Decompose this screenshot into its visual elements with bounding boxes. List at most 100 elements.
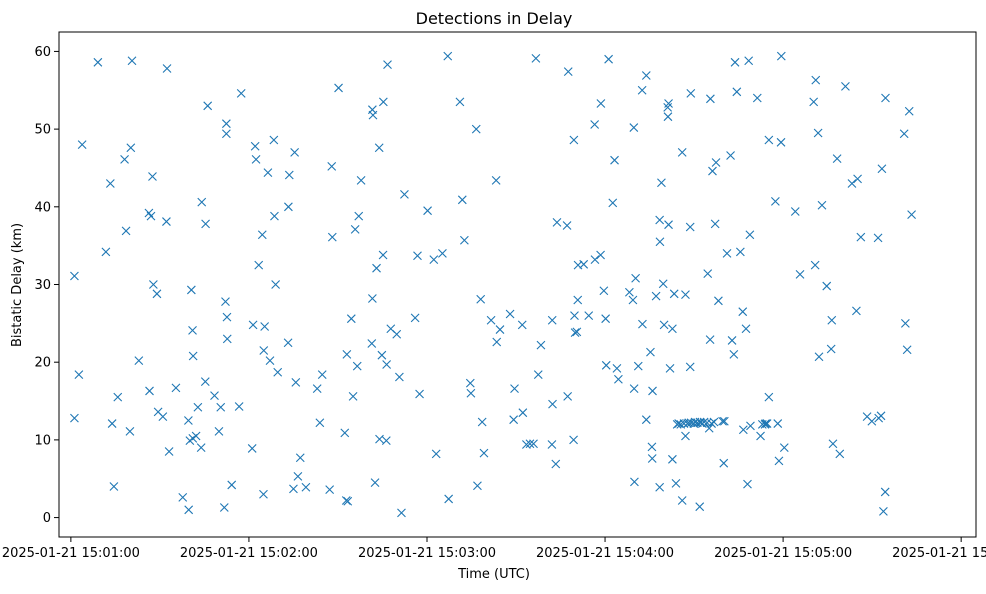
- data-point: [706, 94, 715, 104]
- data-point: [856, 232, 866, 242]
- data-point: [727, 336, 737, 345]
- data-point: [125, 426, 135, 436]
- data-point: [710, 219, 720, 229]
- data-point: [269, 135, 279, 145]
- data-point: [342, 350, 352, 359]
- data-point: [631, 273, 641, 283]
- data-point: [828, 439, 838, 449]
- data-point: [505, 309, 515, 319]
- data-point: [394, 372, 404, 382]
- data-point: [348, 391, 358, 401]
- data-point: [668, 324, 677, 334]
- data-point: [466, 388, 476, 398]
- data-point: [221, 297, 230, 306]
- data-point: [677, 148, 687, 157]
- data-point: [529, 439, 538, 449]
- data-point: [375, 434, 384, 444]
- data-point: [776, 137, 786, 147]
- data-point: [216, 402, 226, 412]
- data-point: [214, 426, 224, 436]
- data-point: [265, 356, 275, 366]
- data-point: [633, 361, 643, 371]
- data-point: [562, 221, 572, 230]
- data-point: [263, 168, 273, 178]
- data-point: [826, 344, 836, 354]
- data-point: [770, 196, 780, 206]
- data-point: [221, 119, 231, 129]
- data-point: [795, 270, 805, 279]
- data-point: [877, 164, 887, 174]
- data-point: [638, 319, 647, 329]
- data-point: [711, 158, 721, 167]
- data-point: [295, 453, 305, 463]
- points-layer: [70, 51, 916, 518]
- data-point: [718, 416, 727, 426]
- data-point: [327, 232, 337, 242]
- data-point: [127, 56, 137, 66]
- data-point: [647, 442, 657, 452]
- data-point: [685, 362, 695, 372]
- data-point: [270, 211, 279, 221]
- data-point: [431, 449, 441, 459]
- data-point: [533, 370, 543, 380]
- data-point: [663, 112, 673, 122]
- data-point: [668, 454, 677, 464]
- data-point: [590, 255, 600, 265]
- data-point: [188, 351, 198, 361]
- data-point: [248, 320, 258, 330]
- data-point: [761, 419, 770, 428]
- data-point: [551, 459, 561, 469]
- data-point: [584, 311, 594, 320]
- data-point: [221, 129, 231, 139]
- data-point: [77, 140, 87, 150]
- data-point: [254, 260, 264, 270]
- data-point: [646, 347, 655, 357]
- data-point: [827, 315, 837, 325]
- data-point: [764, 135, 774, 145]
- data-point: [657, 178, 666, 188]
- data-point: [729, 350, 739, 359]
- data-point: [273, 367, 283, 377]
- data-point: [709, 417, 719, 427]
- y-tick-label: 40: [34, 200, 51, 215]
- data-point: [590, 120, 600, 129]
- data-point: [776, 51, 786, 61]
- data-point: [809, 97, 819, 107]
- data-point: [93, 57, 103, 67]
- data-point: [327, 162, 337, 171]
- data-point: [346, 314, 356, 324]
- data-point: [105, 179, 115, 188]
- data-point: [479, 448, 489, 458]
- data-point: [152, 289, 162, 299]
- data-point: [726, 151, 735, 160]
- data-point: [148, 172, 157, 181]
- data-point: [356, 176, 366, 185]
- data-point: [495, 325, 505, 334]
- y-tick-label: 60: [34, 45, 51, 60]
- data-point: [518, 408, 528, 418]
- data-point: [164, 447, 174, 456]
- data-point: [835, 449, 845, 459]
- data-point: [184, 505, 194, 515]
- data-point: [664, 99, 673, 108]
- data-point: [695, 502, 705, 512]
- data-point: [732, 87, 742, 97]
- data-point: [853, 174, 862, 184]
- data-point: [283, 338, 293, 348]
- data-point: [741, 324, 751, 334]
- data-point: [573, 295, 583, 305]
- data-point: [536, 340, 546, 350]
- y-axis-label: Bistatic Delay (km): [10, 223, 25, 347]
- plot-frame: [58, 31, 977, 538]
- data-point: [477, 417, 487, 427]
- data-point: [293, 472, 303, 481]
- data-point: [665, 364, 675, 373]
- x-tick-label: 2025-01-21 15:02:00: [180, 546, 318, 561]
- data-point: [315, 418, 325, 428]
- data-point: [705, 335, 715, 345]
- data-point: [259, 489, 268, 499]
- data-point: [704, 423, 714, 433]
- data-point: [486, 315, 496, 325]
- y-tick-label: 10: [34, 433, 51, 448]
